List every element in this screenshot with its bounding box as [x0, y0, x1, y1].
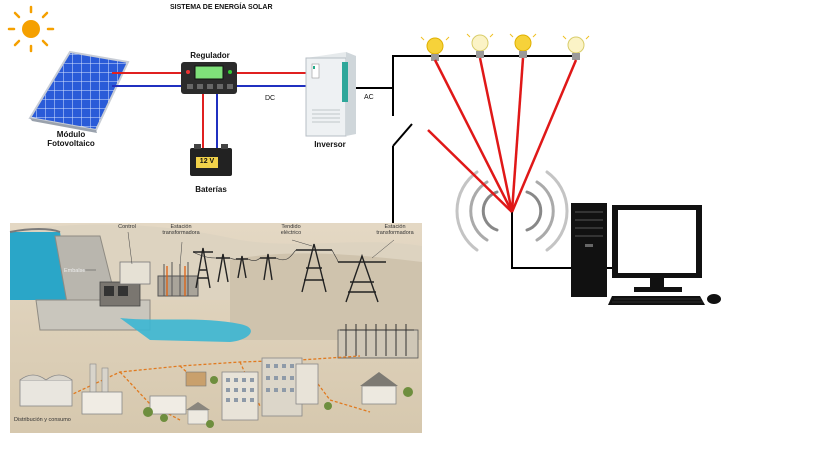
- substation-label-2: Estación transformadora: [376, 224, 414, 236]
- apartment-buildings: [221, 357, 319, 421]
- wifi-signal-icon: [455, 170, 569, 252]
- regulator-battery-wires: [202, 94, 218, 148]
- light-bulbs: [420, 33, 590, 61]
- houses: [186, 372, 398, 425]
- diagram-title: SISTEMA DE ENERGÍA SOLAR: [170, 4, 273, 11]
- ac-wiring: [356, 55, 612, 269]
- substation-label-1: Estación transformadora: [162, 224, 200, 236]
- battery-icon: [190, 144, 232, 176]
- battery-voltage-label: 12 V: [199, 158, 215, 165]
- substation-2: [337, 324, 419, 359]
- light-bulb-icon: [567, 36, 585, 60]
- distribution-label: Distribución y consumo: [14, 417, 71, 423]
- battery-label: Baterías: [195, 185, 227, 194]
- dc-label: DC: [265, 95, 276, 102]
- beam-lines: [427, 57, 578, 213]
- solar-panel-label-line1: Módulo: [56, 130, 86, 139]
- charge-regulator-icon: [181, 62, 237, 94]
- sun-icon: [7, 5, 55, 53]
- wiring-label: Tendido eléctrico: [280, 224, 302, 236]
- solar-panel-label: Módulo Fotovoltaico: [32, 130, 110, 148]
- power-grid-illustration: [9, 223, 422, 433]
- light-bulb-icon: [514, 34, 532, 58]
- solar-panel-icon: [28, 50, 130, 133]
- factory-buildings: [19, 363, 207, 415]
- ac-label: AC: [364, 94, 374, 101]
- regulator-label: Regulador: [190, 51, 230, 60]
- desktop-computer-icon: [571, 203, 721, 305]
- light-bulb-icon: [426, 37, 444, 61]
- regulator-inverter-wires: [237, 72, 307, 87]
- dam-label: Embalse: [64, 268, 86, 274]
- panel-regulator-wires: [112, 72, 182, 87]
- inverter-icon: [305, 52, 356, 137]
- solar-panel-label-line2: Fotovoltaico: [47, 139, 95, 148]
- light-bulb-icon: [471, 34, 489, 58]
- inverter-label: Inversor: [314, 140, 346, 149]
- control-label: Control: [118, 224, 136, 230]
